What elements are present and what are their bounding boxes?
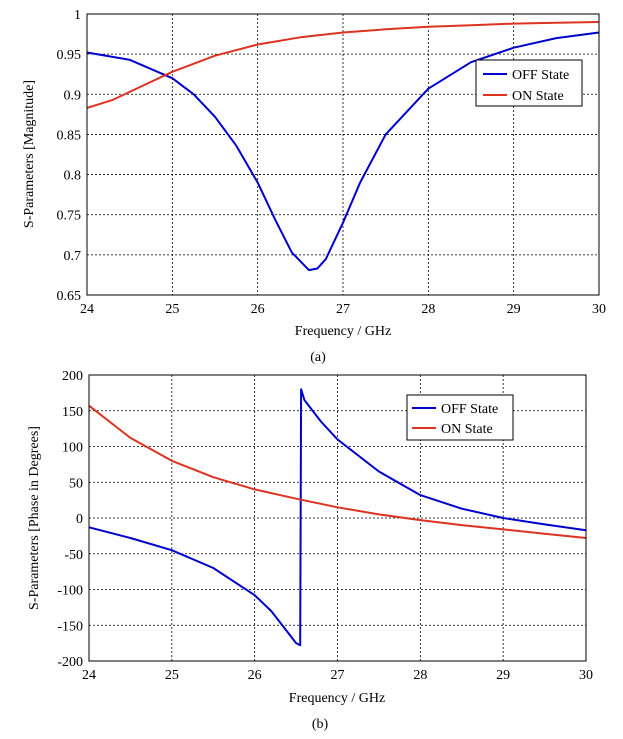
chart-b: 24 25 26 27 28 29 30 -200 -150 -100 -50 0 50 100 150 20…: [27, 369, 593, 732]
chart-b-series-off-state-line: [88, 388, 587, 647]
chart-b-ytick-label: 150: [62, 405, 83, 420]
chart-a-ytick-label: 0.7: [64, 249, 82, 264]
chart-b-ylabel: S-Parameters [Phase in Degrees]: [27, 426, 42, 610]
chart-b-legend-label-off: OFF State: [441, 402, 498, 417]
chart-b-ytick-label: 0: [76, 512, 83, 527]
chart-b-xtick-label: 30: [579, 668, 593, 683]
chart-b-series-on-state-line: [88, 404, 587, 539]
chart-b-xtick-label: 26: [248, 668, 262, 683]
chart-a-ytick-label: 0.8: [64, 169, 82, 184]
chart-a-legend-box: [475, 59, 583, 107]
chart-b-xtick-label: 24: [82, 668, 96, 683]
chart-b-legend-label-on: ON State: [441, 422, 493, 437]
chart-a-ytick-label: 0.65: [57, 289, 82, 304]
chart-a-ytick-label: 0.95: [57, 48, 82, 63]
chart-b-xtick-label: 28: [413, 668, 427, 683]
chart-a-series: [86, 21, 600, 272]
chart-b-xtick-label: 27: [331, 668, 345, 683]
chart-a-caption: (a): [310, 350, 326, 365]
chart-a-legend: OFF State ON State: [475, 59, 583, 107]
chart-a-xtick-label: 27: [336, 302, 350, 317]
chart-a-plot-frame: [86, 13, 600, 296]
chart-a-xtick-label: 26: [251, 302, 265, 317]
chart-a: 24 25 26 27 28 29 30 0.65 0.7 0.75 0.8 0.85 0.9 0.95 1…: [22, 8, 606, 365]
chart-b-ytick-label: -150: [57, 619, 83, 634]
chart-a-ylabel: S-Parameters [Magnitude]: [22, 80, 37, 228]
chart-b-series: [88, 388, 587, 647]
chart-b-ytick-label: 200: [62, 369, 83, 384]
chart-b-caption: (b): [312, 717, 329, 732]
chart-a-xtick-label: 29: [507, 302, 521, 317]
chart-b-ticks: 24 25 26 27 28 29 30 -200 -150 -100 -50 0 50 100 150 20…: [57, 369, 593, 683]
chart-b-ytick-label: 100: [62, 441, 83, 456]
chart-a-series-on-state-line: [86, 21, 600, 109]
chart-b-xtick-label: 29: [496, 668, 510, 683]
chart-b-legend-box: [406, 394, 514, 441]
chart-a-legend-label-on: ON State: [512, 89, 564, 104]
chart-a-ticks: 24 25 26 27 28 29 30 0.65 0.7 0.75 0.8 0.85 0.9 0.95 1: [57, 8, 607, 317]
chart-a-ytick-label: 0.75: [57, 209, 82, 224]
chart-a-xlabel: Frequency / GHz: [295, 324, 391, 339]
chart-a-ytick-label: 0.9: [64, 88, 82, 103]
chart-a-ytick-label: 1: [74, 8, 81, 23]
chart-a-xtick-label: 25: [165, 302, 179, 317]
chart-b-ytick-label: -50: [64, 548, 83, 563]
chart-a-xtick-label: 30: [592, 302, 606, 317]
chart-a-series-off-state-line: [86, 31, 600, 272]
chart-b-legend: OFF State ON State: [406, 394, 514, 441]
chart-b-xlabel: Frequency / GHz: [289, 691, 385, 706]
chart-b-plot-frame: [88, 374, 587, 662]
chart-b-ytick-label: -200: [57, 655, 83, 670]
chart-b-ytick-label: -100: [57, 584, 83, 599]
chart-a-legend-label-off: OFF State: [512, 68, 569, 83]
chart-a-ytick-label: 0.85: [57, 128, 82, 143]
chart-a-xtick-label: 28: [421, 302, 435, 317]
chart-b-grid: [89, 375, 586, 661]
chart-b-xtick-label: 25: [165, 668, 179, 683]
chart-a-xtick-label: 24: [80, 302, 94, 317]
chart-a-grid: [87, 14, 599, 295]
chart-b-ytick-label: 50: [69, 476, 83, 491]
